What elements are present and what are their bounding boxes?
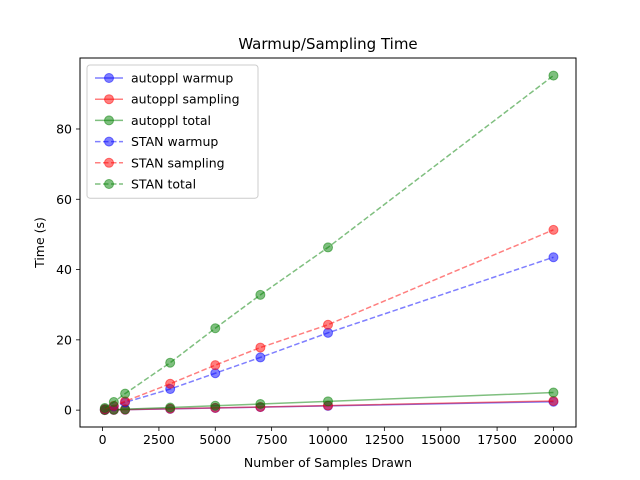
x-tick-label: 7500 <box>256 432 288 447</box>
legend-item: autoppl sampling <box>95 92 240 107</box>
data-point-stan-warmup <box>255 352 266 363</box>
x-tick-label: 15000 <box>421 432 461 447</box>
legend-label: autoppl warmup <box>131 71 233 86</box>
legend-label: STAN sampling <box>131 155 225 170</box>
data-point-stan-total <box>120 388 131 399</box>
x-tick-label: 2500 <box>143 432 175 447</box>
data-point-autoppl-sampling <box>548 395 559 406</box>
legend-label: STAN warmup <box>131 134 218 149</box>
legend-item: STAN sampling <box>95 155 225 170</box>
data-point-stan-total <box>99 403 110 414</box>
chart-title: Warmup/Sampling Time <box>238 35 417 53</box>
legend-marker <box>104 157 114 168</box>
data-point-autoppl-total <box>165 402 176 413</box>
data-point-stan-sampling <box>548 224 559 235</box>
legend-item: autoppl total <box>95 113 211 128</box>
x-axis-label: Number of Samples Drawn <box>244 455 412 470</box>
data-point-stan-total <box>548 70 559 81</box>
y-tick-label: 40 <box>56 262 72 277</box>
data-point-autoppl-total <box>323 396 333 407</box>
data-point-stan-total <box>165 357 176 368</box>
x-tick-label: 0 <box>99 432 107 447</box>
x-tick-label: 5000 <box>199 432 231 447</box>
data-point-stan-sampling <box>323 319 333 330</box>
legend-marker <box>104 136 114 147</box>
data-point-stan-total <box>323 242 333 253</box>
series-layer <box>99 70 559 416</box>
series-stan-total <box>99 70 559 414</box>
data-point-stan-sampling <box>210 360 221 371</box>
data-point-stan-total <box>108 397 119 408</box>
legend-item: STAN total <box>95 177 196 192</box>
ticks-layer: 0 2500 5000 7500 10000 12500 15000 17500 20000 0 2… <box>56 121 573 447</box>
y-tick-label: 0 <box>64 403 72 418</box>
legend-label: autoppl sampling <box>131 92 240 107</box>
legend-marker <box>104 115 114 126</box>
legend-box <box>86 64 259 199</box>
y-tick-label: 20 <box>56 332 72 347</box>
legend-item: autoppl warmup <box>95 71 233 86</box>
legend-item: STAN warmup <box>95 134 218 149</box>
y-tick-label: 60 <box>56 192 72 207</box>
legend-marker <box>104 179 114 189</box>
data-point-stan-sampling <box>165 378 176 389</box>
x-tick-label: 17500 <box>477 432 517 447</box>
x-tick-label: 12500 <box>364 432 404 447</box>
data-point-autoppl-total <box>210 400 221 411</box>
data-point-stan-total <box>255 289 266 300</box>
legend: autoppl warmup autoppl sampling autoppl to… <box>86 64 259 199</box>
legend-marker <box>104 94 114 105</box>
y-tick-label: 80 <box>56 121 72 136</box>
data-point-stan-warmup <box>548 252 559 263</box>
x-tick-label: 10000 <box>308 432 348 447</box>
x-tick-label: 20000 <box>534 432 574 447</box>
y-axis-label: Time (s) <box>32 217 47 269</box>
data-point-autoppl-total <box>548 387 559 398</box>
legend-label: autoppl total <box>131 113 211 128</box>
data-point-autoppl-total <box>255 398 266 409</box>
legend-label: STAN total <box>131 177 196 192</box>
legend-marker <box>104 73 114 83</box>
data-point-stan-total <box>210 323 221 334</box>
data-point-stan-sampling <box>255 342 266 353</box>
